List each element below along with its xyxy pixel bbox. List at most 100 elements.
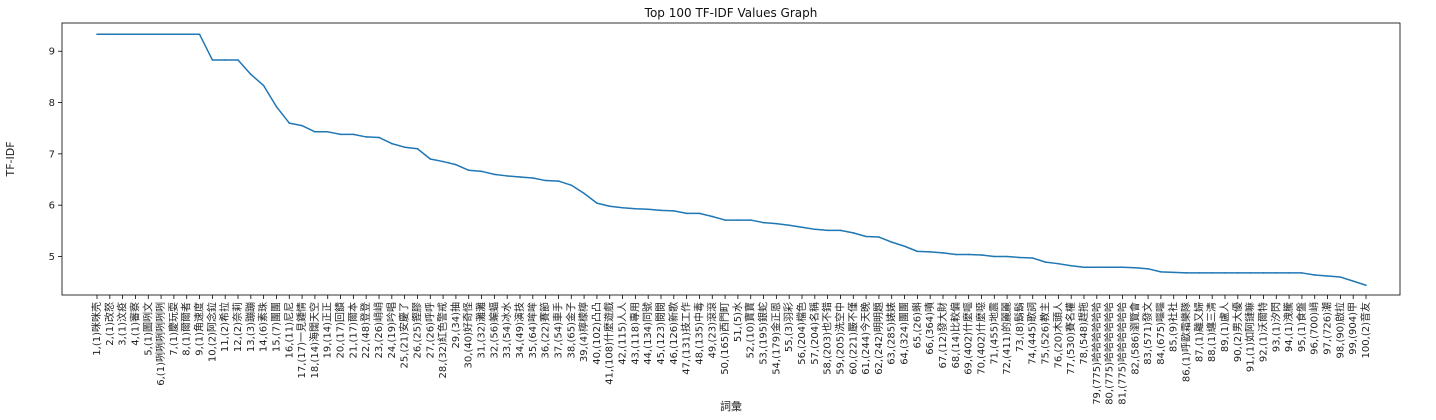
x-tick-label: 78,(548)趕拖 (1077, 302, 1090, 365)
x-tick-label: 100,(2)音友 (1359, 302, 1372, 358)
data-point (1134, 267, 1137, 269)
y-tick-label: 7 (49, 149, 55, 160)
data-point (288, 122, 291, 124)
data-point (352, 133, 355, 136)
data-point (1070, 264, 1072, 267)
data-point (1301, 272, 1303, 274)
data-point (1198, 272, 1201, 274)
data-point (262, 84, 265, 87)
data-point (1352, 280, 1354, 282)
x-tick-label: 20,(17)回饋 (334, 302, 347, 358)
x-tick-label: 28,(32)紅色警戒 (436, 302, 449, 378)
x-tick-label: 3,(1)汶疫 (116, 302, 129, 346)
data-point (557, 180, 560, 182)
data-point (1224, 272, 1226, 274)
x-tick-label: 53,(195)銀蛇 (757, 302, 770, 365)
x-tick-label: 41,(108)什麼遊戲 (603, 302, 616, 385)
data-point (698, 212, 701, 215)
x-tick-label: 81,(775)哈哈哈哈哈哈 (1115, 302, 1128, 405)
x-tick-label: 35,(64)哞哞 (526, 302, 539, 358)
data-point (109, 33, 111, 36)
x-tick-label: 34,(49)演技 (513, 302, 526, 358)
x-tick-label: 40,(102)凸凸 (591, 302, 603, 365)
data-point (1096, 266, 1098, 269)
data-point (775, 222, 778, 225)
data-point (1083, 266, 1085, 269)
data-point (583, 192, 585, 195)
x-tick-label: 88,(1)纏三清 (1205, 302, 1218, 362)
data-point (147, 33, 150, 36)
x-tick-label: 87,(1)離又婦 (1192, 302, 1205, 362)
x-tick-label: 46,(126)新歌 (667, 302, 680, 365)
data-point (429, 158, 432, 160)
data-point (250, 73, 252, 76)
x-tick-label: 60,(221)嚴不僅 (846, 302, 859, 375)
x-tick-label: 18,(14)海闊天空 (308, 302, 321, 378)
x-tick-label: 43,(118)專用 (628, 302, 641, 365)
data-point (1172, 271, 1175, 274)
data-point (1211, 272, 1213, 274)
y-axis-label: TF-IDF (4, 141, 17, 177)
data-point (814, 228, 816, 231)
data-point (1365, 284, 1367, 287)
x-tick-label: 14,(6)素珠 (257, 302, 270, 352)
x-tick-label: 15,(7)團團 (270, 302, 282, 352)
data-point (519, 176, 521, 178)
x-tick-label: 38,(65)金子 (564, 302, 577, 358)
x-tick-label: 32,(56)蝙蝠 (487, 302, 500, 358)
data-point (634, 207, 637, 210)
data-point (1313, 274, 1316, 276)
x-tick-label: 57,(204)名稱 (808, 302, 821, 365)
data-point (134, 33, 137, 36)
data-point (224, 59, 226, 61)
x-tick-label: 75,(526)教主 (1039, 302, 1052, 365)
data-point (198, 33, 201, 36)
x-tick-label: 92,(1)沃爾特 (1257, 302, 1269, 362)
data-point (1108, 266, 1111, 269)
x-tick-label: 26,(25)鏗膠 (410, 302, 423, 358)
x-tick-label: 73,(8)鬍鬍 (1014, 302, 1026, 352)
data-point (1185, 272, 1188, 274)
data-point (237, 59, 239, 61)
x-tick-label: 31,(32)灘灘 (475, 302, 488, 358)
data-point (929, 251, 931, 253)
x-tick-label: 77,(530)賽名權 (1064, 302, 1077, 375)
x-tick-label: 76,(20)木頭人 (1052, 302, 1064, 368)
x-tick-label: 27,(26)呼呼 (424, 302, 436, 358)
x-tick-label: 11,(2)希拉 (218, 302, 231, 352)
x-tick-label: 94,(1)洩騰 (1282, 302, 1295, 352)
data-point (378, 136, 380, 139)
data-point (314, 131, 316, 133)
x-tick-label: 67,(12)發大財 (936, 302, 949, 368)
x-tick-label: 6,(1)咧咧咧咧咧咧 (154, 302, 167, 386)
x-tick-label: 72,(411)的麗麗 (1000, 302, 1013, 375)
x-tick-label: 70,(402)什麼噁 (974, 302, 987, 375)
x-tick-label: 2,(1)改怒 (103, 302, 116, 346)
x-tick-label: 98,(90)啟拉 (1333, 302, 1346, 358)
data-point (275, 105, 278, 108)
x-tick-label: 85,(9)社社 (1167, 302, 1180, 352)
x-tick-label: 58,(203)也不錯 (821, 302, 834, 375)
data-point (480, 170, 483, 173)
x-tick-label: 37,(54)車手 (551, 302, 564, 358)
data-point (326, 131, 329, 133)
data-point (737, 219, 739, 221)
data-point (1237, 272, 1239, 274)
data-point (339, 133, 342, 136)
data-point (416, 147, 419, 150)
data-point (878, 236, 880, 238)
x-tick-label: 61,(244)今天晚 (859, 302, 872, 375)
data-point (660, 209, 662, 212)
data-point (1121, 266, 1124, 269)
series-line (97, 33, 1367, 286)
x-tick-label: 47,(131)技工作 (680, 302, 693, 375)
x-tick-label: 4,(1)審察 (128, 302, 141, 346)
data-point (570, 184, 573, 186)
data-point (121, 33, 124, 36)
x-tick-label: 63,(285)婊婊 (886, 302, 898, 365)
data-point (596, 202, 598, 204)
data-point (967, 253, 970, 256)
x-tick-label: 19,(14)正正 (323, 302, 334, 358)
y-tick-label: 8 (49, 98, 55, 109)
